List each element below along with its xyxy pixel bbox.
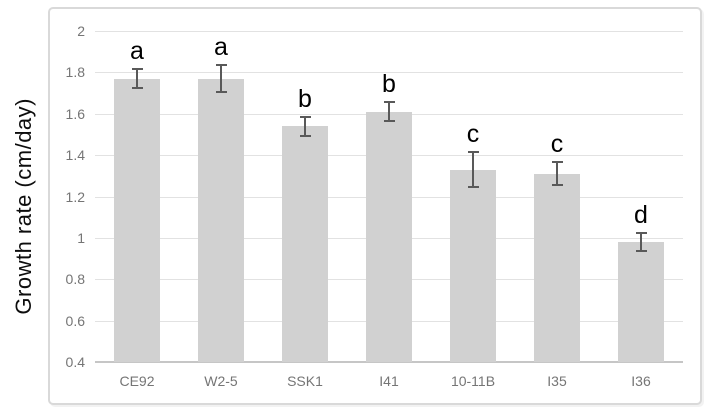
- error-bar-cap-top: [299, 115, 311, 118]
- y-tick-label: 0.4: [65, 354, 85, 370]
- bar: [450, 169, 496, 362]
- y-tick-label: 0.8: [65, 271, 85, 288]
- significance-letter: b: [382, 70, 396, 99]
- error-bar-cap-top: [551, 161, 563, 164]
- y-tick-label: 1: [77, 229, 85, 246]
- y-tick-label: 1.6: [65, 105, 85, 122]
- error-bar-cap-bottom: [215, 91, 227, 94]
- bar: [534, 173, 580, 362]
- x-tick-label: CE92: [119, 373, 155, 389]
- error-bar-cap-bottom: [131, 86, 143, 89]
- y-axis-title-text: Growth rate (cm/day): [11, 97, 36, 315]
- error-bar-cap-bottom: [551, 184, 563, 187]
- y-tick-label: 1.4: [65, 147, 85, 164]
- error-bar-line: [136, 68, 138, 89]
- error-bar-cap-top: [131, 68, 143, 71]
- error-bar-cap-bottom: [467, 186, 479, 189]
- error-bar-cap-bottom: [383, 120, 395, 123]
- significance-letter: d: [634, 200, 648, 229]
- error-bar-line: [640, 231, 642, 253]
- error-bar-line: [472, 150, 474, 189]
- bar: [618, 242, 664, 362]
- x-tick-label: W2-5: [204, 373, 238, 389]
- error-bar-line: [388, 101, 390, 123]
- error-bar-cap-top: [383, 101, 395, 104]
- error-bar-cap-bottom: [299, 134, 311, 137]
- x-tick-label: I35: [547, 373, 567, 389]
- x-tick-label: SSK1: [287, 373, 323, 389]
- y-tick-label: 1.8: [65, 64, 85, 81]
- bar: [282, 126, 328, 362]
- significance-letter: c: [466, 119, 480, 148]
- x-tick-label: I36: [631, 373, 651, 389]
- plot-area: 2 1.8 1.6 1.4 1.2 1 0.8 0.6 0.4 a CE92 a W2-5 b SSK1 b I…: [66, 23, 683, 389]
- y-tick-label: 0.6: [65, 312, 85, 329]
- significance-letter: c: [550, 130, 564, 159]
- bar: [198, 78, 244, 362]
- error-bar-line: [220, 64, 222, 94]
- significance-letter: a: [214, 33, 228, 62]
- x-tick-label: I41: [379, 373, 399, 389]
- gridline: [95, 31, 683, 32]
- y-axis-title: Growth rate (cm/day): [0, 7, 48, 405]
- error-bar-line: [304, 115, 306, 137]
- y-tick-label: 2: [77, 23, 85, 39]
- error-bar-cap-top: [215, 64, 227, 67]
- error-bar-line: [556, 161, 558, 187]
- bar: [114, 78, 160, 362]
- error-bar-cap-top: [635, 231, 647, 234]
- chart-frame: 2 1.8 1.6 1.4 1.2 1 0.8 0.6 0.4 a CE92 a W2-5 b SSK1 b I…: [48, 7, 702, 405]
- gridline: [95, 72, 683, 74]
- x-axis-line: [95, 361, 683, 363]
- significance-letter: a: [130, 37, 144, 66]
- significance-letter: b: [298, 84, 312, 113]
- error-bar-cap-bottom: [635, 250, 647, 253]
- x-tick-label: 10-11B: [450, 373, 496, 389]
- bar: [366, 111, 412, 362]
- y-tick-label: 1.2: [65, 188, 85, 205]
- error-bar-cap-top: [467, 150, 479, 153]
